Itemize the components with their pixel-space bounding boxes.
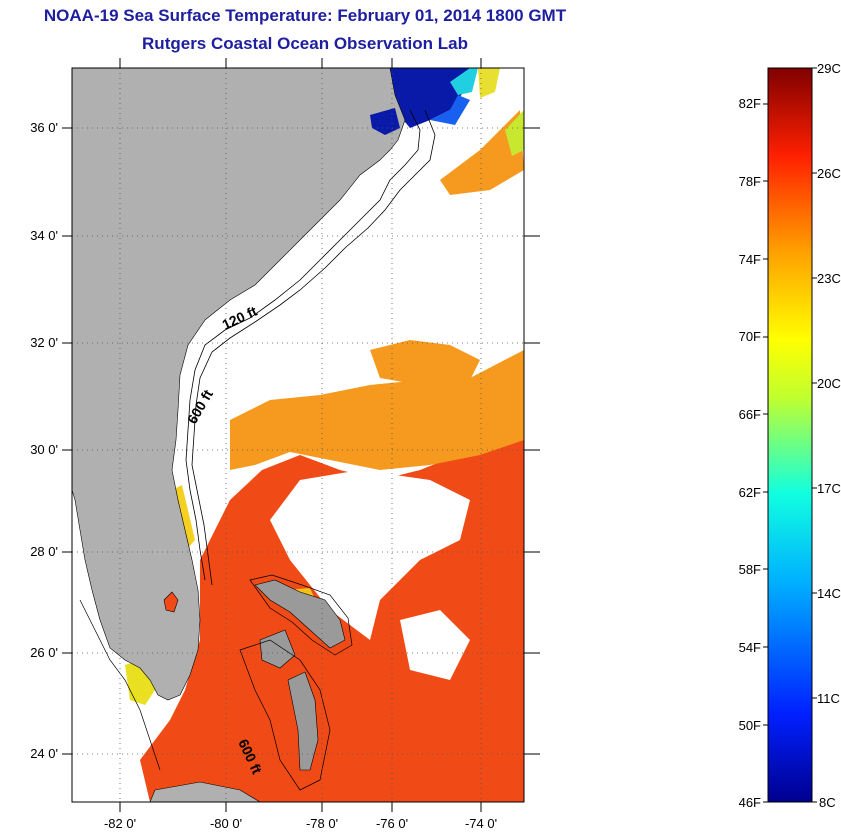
depth-contour-600ft xyxy=(191,109,436,586)
colorbar xyxy=(767,67,813,803)
depth-contour-florida xyxy=(79,599,161,771)
lon-label: -74 0' xyxy=(465,816,497,831)
lon-label: -80 0' xyxy=(210,816,242,831)
colorbar-c-label: 11C xyxy=(817,691,840,706)
depth-contour-120ft xyxy=(185,109,421,581)
moderate-water-region xyxy=(370,340,480,385)
bahamas-island xyxy=(287,671,319,771)
colorbar-f-label: 74F xyxy=(739,252,761,267)
colorbar-c-ticks xyxy=(812,67,817,803)
land-us-southeast xyxy=(72,68,406,701)
bahamas-island xyxy=(254,579,346,649)
colorbar-c-label: 14C xyxy=(817,586,841,601)
map-area: 120 ft 600 ft 600 ft xyxy=(72,68,524,802)
colorbar-f-label: 54F xyxy=(739,640,761,655)
depth-contour-bahamas xyxy=(239,639,331,791)
cold-water-region xyxy=(430,95,470,125)
depth-contour-bahamas xyxy=(249,574,353,656)
lat-label: 30 0' xyxy=(30,442,58,457)
map-subtitle: Rutgers Coastal Ocean Observation Lab xyxy=(142,34,468,53)
colorbar-f-label: 46F xyxy=(739,795,761,810)
map-ticks xyxy=(62,58,540,812)
map-title: NOAA-19 Sea Surface Temperature: Februar… xyxy=(43,6,567,25)
colorbar-f-label: 82F xyxy=(739,96,761,111)
colorbar-f-label: 70F xyxy=(739,329,761,344)
colorbar-c-label: 8C xyxy=(819,795,836,810)
lat-gridlines xyxy=(72,127,524,755)
lake-okeechobee xyxy=(163,591,179,613)
map-frame xyxy=(71,67,525,803)
colorbar-f-label: 78F xyxy=(739,174,761,189)
colorbar-f-label: 62F xyxy=(739,485,761,500)
lon-label: -82 0' xyxy=(104,816,136,831)
lon-label: -78 0' xyxy=(306,816,338,831)
moderate-water-region xyxy=(440,110,524,195)
colorbar-c-label: 17C xyxy=(817,481,841,496)
lat-label: 36 0' xyxy=(30,120,58,135)
colorbar-f-label: 66F xyxy=(739,407,761,422)
colorbar-c-label: 20C xyxy=(817,376,841,391)
cool-water-region xyxy=(450,68,478,95)
coastal-yellow-region xyxy=(125,660,155,705)
cloud-patch xyxy=(270,470,470,640)
cold-water-region xyxy=(390,68,470,128)
mild-water-region xyxy=(478,68,500,98)
lat-label: 26 0' xyxy=(30,645,58,660)
lat-label: 34 0' xyxy=(30,228,58,243)
colorbar-f-label: 58F xyxy=(739,562,761,577)
lon-label: -76 0' xyxy=(376,816,408,831)
lat-label: 28 0' xyxy=(30,544,58,559)
cloud-patch xyxy=(400,610,470,680)
colorbar-c-label: 23C xyxy=(817,271,841,286)
land-cuba xyxy=(149,781,261,802)
colorbar-c-label: 26C xyxy=(817,166,841,181)
colorbar-f-label: 50F xyxy=(739,718,761,733)
bahamas-island xyxy=(259,629,296,669)
lat-label: 24 0' xyxy=(30,746,58,761)
lat-label: 32 0' xyxy=(30,335,58,350)
colorbar-c-label: 29C xyxy=(817,61,841,76)
colorbar-f-ticks xyxy=(763,103,768,803)
mild-water-region xyxy=(505,110,524,156)
